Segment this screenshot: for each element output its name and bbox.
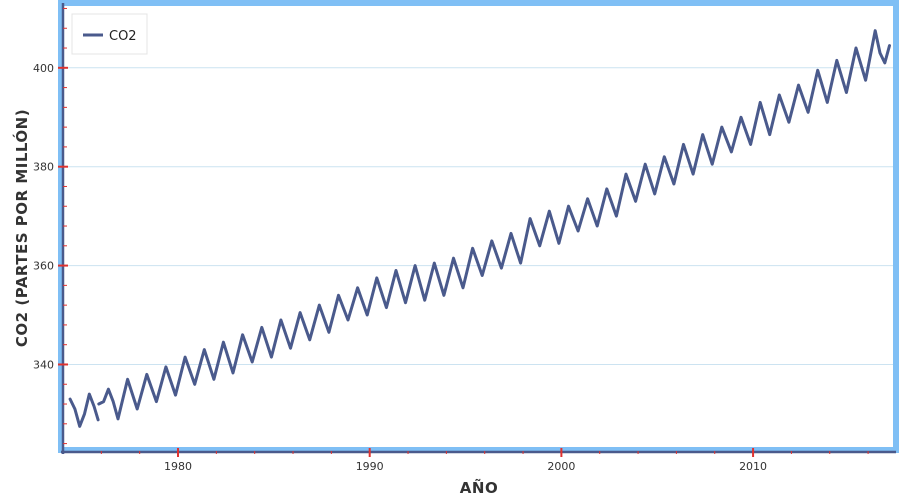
y-tick-label-340: 340 <box>33 358 54 371</box>
x-tick-label-1990: 1990 <box>356 460 384 473</box>
y-tick-label-400: 400 <box>33 62 54 75</box>
series-line-co2-segment-1 <box>68 392 100 428</box>
x-tick-label-2010: 2010 <box>739 460 767 473</box>
series-line-co2-segment-2 <box>97 29 891 421</box>
series-layer <box>68 29 891 428</box>
y-tick-label-360: 360 <box>33 260 54 273</box>
x-tick-label-2000: 2000 <box>547 460 575 473</box>
chart-frame <box>58 0 899 453</box>
x-tick-label-1980: 1980 <box>164 460 192 473</box>
axes <box>61 3 896 454</box>
y-axis-title: CO2 (PARTES POR MILLÓN) <box>12 109 31 347</box>
x-axis-title: AÑO <box>460 478 498 497</box>
grid <box>63 67 893 365</box>
y-tick-label-380: 380 <box>33 161 54 174</box>
legend-label-co2: CO2 <box>109 29 137 44</box>
legend: CO2 <box>71 13 148 55</box>
axis-ticks: 340 360 380 400 1980 1990 2000 2010 <box>33 7 869 473</box>
